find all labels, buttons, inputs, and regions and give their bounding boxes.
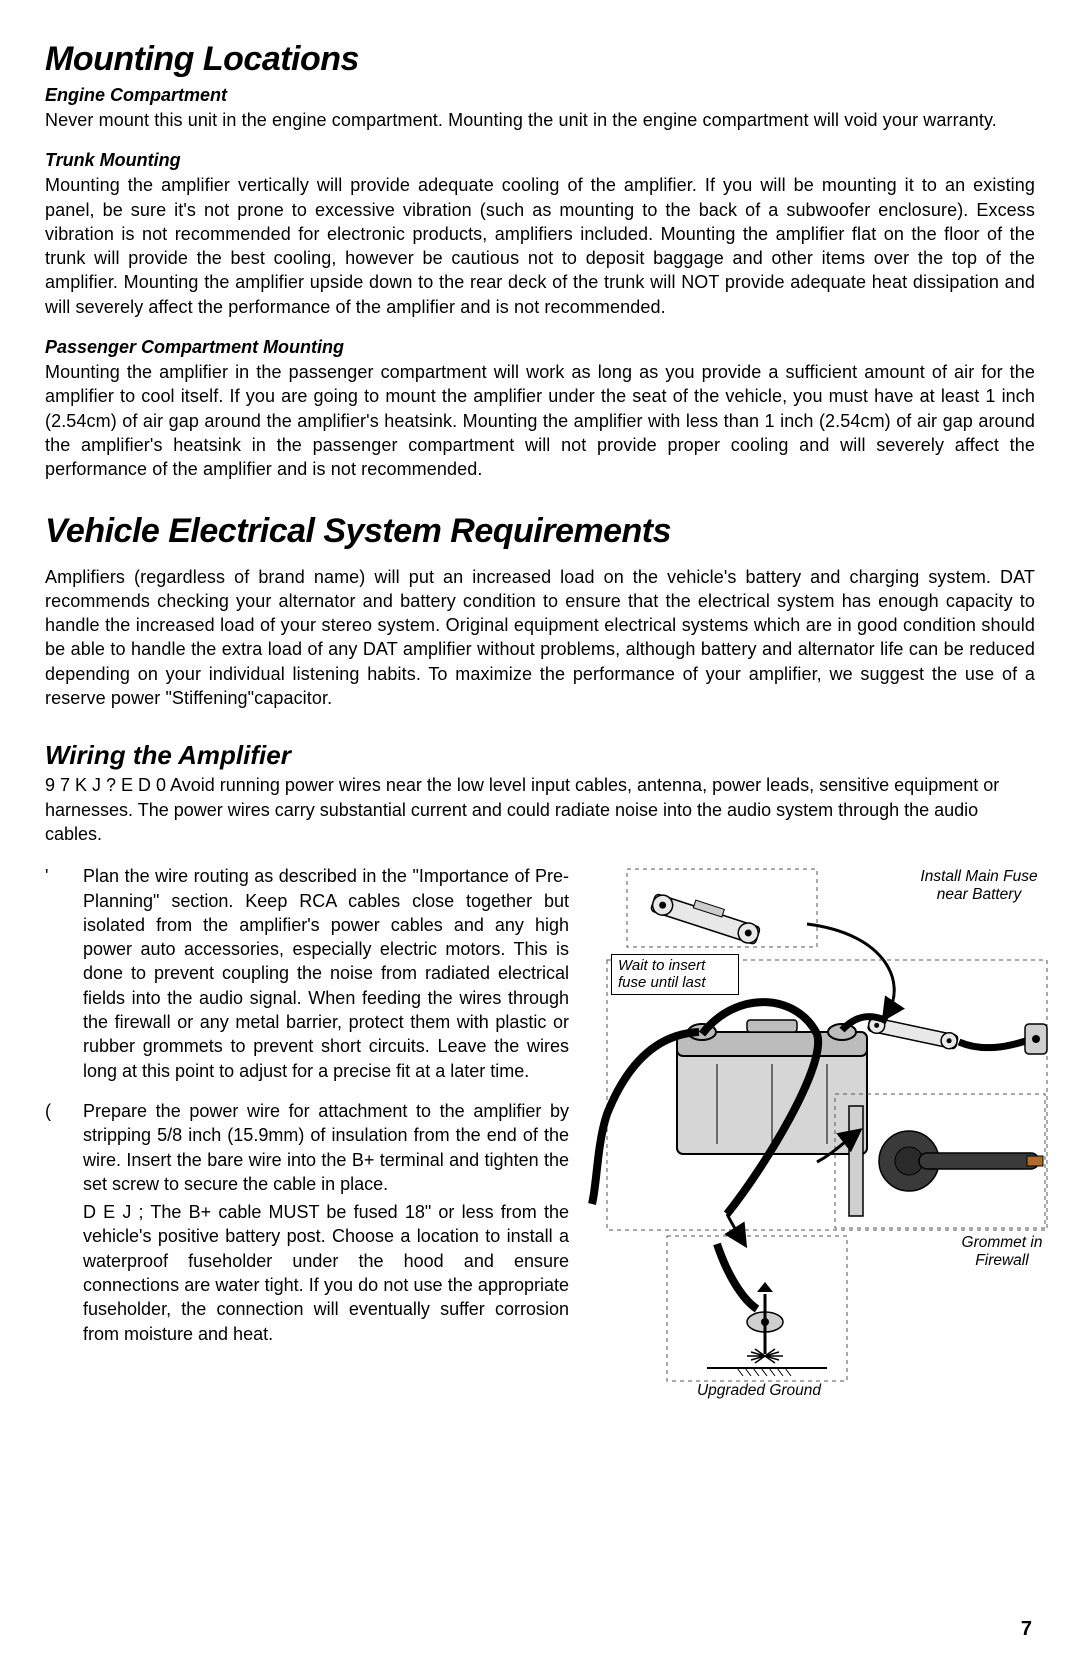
figure-svg (587, 864, 1057, 1384)
heading-wiring: Wiring the Amplifier (45, 740, 1035, 771)
step-1-number: ' (45, 864, 83, 1083)
para-engine: Never mount this unit in the engine comp… (45, 108, 1035, 132)
fig-label-wait-box: Wait to insert fuse until last (611, 954, 739, 995)
subhead-engine: Engine Compartment (45, 85, 1035, 106)
step-1-body: Plan the wire routing as described in th… (83, 864, 569, 1083)
page: Mounting Locations Engine Compartment Ne… (0, 0, 1080, 1669)
step-1: ' Plan the wire routing as described in … (45, 864, 569, 1083)
note-body: The B+ cable MUST be fused 18" or less f… (83, 1202, 569, 1343)
subhead-trunk: Trunk Mounting (45, 150, 1035, 171)
two-column-region: ' Plan the wire routing as described in … (45, 864, 1035, 1384)
fig-label-ground: Upgraded Ground (679, 1382, 839, 1400)
step-2: ( Prepare the power wire for attachment … (45, 1099, 569, 1196)
heading-mounting-locations: Mounting Locations (45, 40, 1035, 79)
wiring-caution: 9 7 K J ? E D 0 Avoid running power wire… (45, 773, 1035, 846)
step-2-body: Prepare the power wire for attachment to… (83, 1099, 569, 1196)
page-number: 7 (1021, 1618, 1032, 1641)
para-trunk: Mounting the amplifier vertically will p… (45, 173, 1035, 319)
fig-label-wait: Wait to insert fuse until last (618, 957, 706, 991)
step-2-number: ( (45, 1099, 83, 1196)
fig-label-install: Install Main Fuse near Battery (909, 868, 1049, 904)
para-passenger: Mounting the amplifier in the passenger … (45, 360, 1035, 481)
heading-vehicle-electrical: Vehicle Electrical System Requirements (45, 512, 1035, 551)
caution-prefix: 9 7 K J ? E D 0 (45, 775, 170, 795)
subhead-passenger: Passenger Compartment Mounting (45, 337, 1035, 358)
para-vehicle: Amplifiers (regardless of brand name) wi… (45, 565, 1035, 711)
wiring-figure: Wait to insert fuse until last Install M… (587, 864, 1057, 1384)
caution-body: Avoid running power wires near the low l… (45, 775, 999, 844)
steps-column: ' Plan the wire routing as described in … (45, 864, 569, 1384)
step-2-note: D E J ; The B+ cable MUST be fused 18" o… (45, 1200, 569, 1346)
fig-label-grommet: Grommet in Firewall (947, 1234, 1057, 1270)
note-prefix: D E J ; (83, 1202, 150, 1222)
